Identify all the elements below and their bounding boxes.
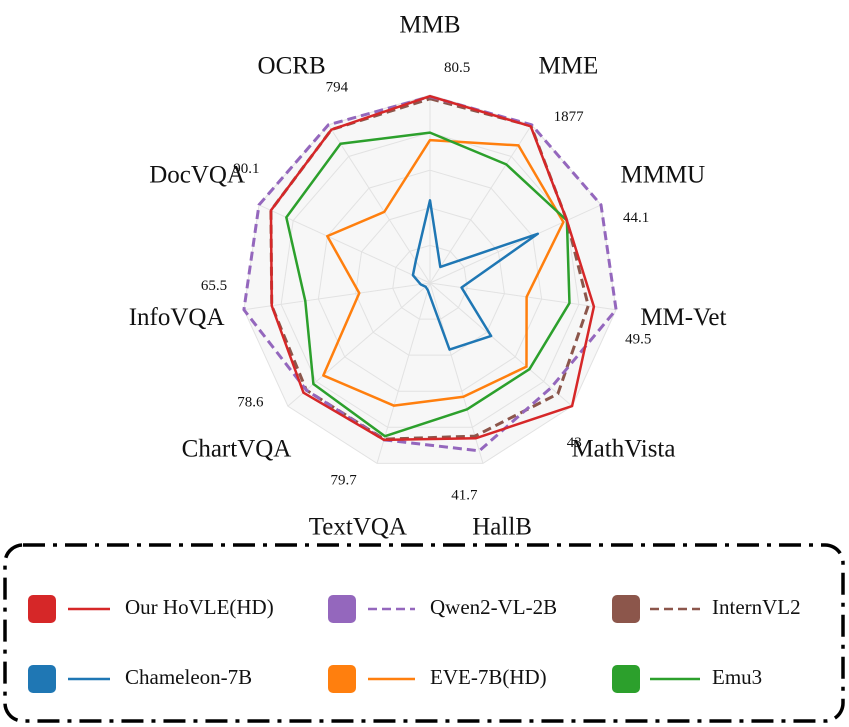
axis-category-label: HallB — [472, 513, 532, 540]
axis-line — [287, 282, 431, 407]
legend-swatch — [612, 665, 640, 693]
legend-swatch — [328, 595, 356, 623]
axis-max-label: 1877 — [554, 109, 585, 125]
legend: Our HoVLE(HD) Qwen2-VL-2B InternVL2 Chamele… — [28, 595, 801, 693]
axis-category-label: MMMU — [620, 161, 705, 188]
axis-max-label: 78.6 — [237, 394, 264, 410]
axis-category-label: DocVQA — [149, 161, 245, 188]
axis-max-label: 41.7 — [451, 488, 478, 504]
axis-max-label: 79.7 — [331, 472, 358, 488]
axis-line — [429, 282, 573, 407]
legend-swatch — [28, 665, 56, 693]
legend-swatch — [28, 595, 56, 623]
legend-swatch — [328, 665, 356, 693]
axis-line — [429, 204, 602, 284]
axis-line — [376, 282, 431, 464]
axis-category-label: InfoVQA — [129, 304, 225, 331]
axis-max-label: 49.5 — [625, 332, 651, 348]
axis-category-label: MM-Vet — [640, 304, 726, 331]
axis-max-label: 90.1 — [233, 161, 259, 177]
grid-ring — [317, 169, 543, 392]
legend-swatch — [612, 595, 640, 623]
axis-category-label: OCRB — [258, 52, 326, 79]
legend-label: Qwen2-VL-2B — [430, 595, 557, 619]
legend-label: Our HoVLE(HD) — [125, 595, 274, 619]
axis-category-label: MathVista — [571, 435, 675, 462]
axis-category-label: TextVQA — [309, 513, 407, 540]
axis-category-label: MMB — [399, 12, 460, 39]
axis-line — [429, 282, 484, 464]
legend-label: InternVL2 — [712, 595, 801, 619]
axis-max-label: 43 — [567, 435, 582, 451]
axis-max-label: 44.1 — [623, 210, 649, 226]
axis-line — [243, 282, 431, 311]
axis-max-label: 65.5 — [201, 278, 227, 294]
legend-label: Emu3 — [712, 665, 762, 689]
legend-box — [3, 543, 845, 723]
series-line — [285, 131, 571, 438]
series-line — [411, 199, 540, 351]
axis-category-label: ChartVQA — [182, 435, 292, 462]
axis-line — [429, 124, 533, 284]
legend-label: EVE-7B(HD) — [430, 665, 547, 689]
axis-line — [327, 124, 431, 284]
series-line — [242, 95, 618, 453]
grid-ring — [392, 244, 468, 320]
axis-max-label: 794 — [326, 80, 349, 96]
axis-category-label: MME — [539, 52, 599, 79]
grid-ring — [355, 207, 505, 356]
axis-max-label: 80.5 — [444, 60, 470, 76]
series-line — [269, 94, 596, 442]
legend-label: Chameleon-7B — [125, 665, 252, 689]
